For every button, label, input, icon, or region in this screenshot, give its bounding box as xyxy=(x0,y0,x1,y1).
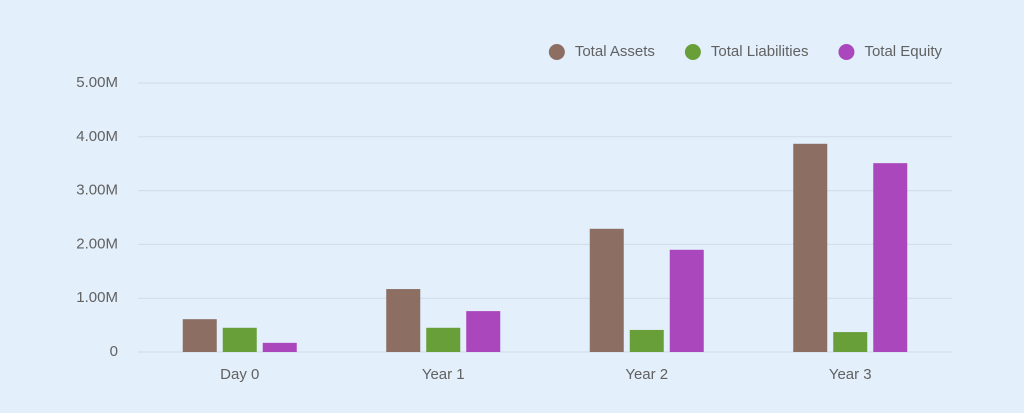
bar xyxy=(182,319,217,352)
bar xyxy=(833,332,868,352)
y-tick-label: 1.00M xyxy=(76,289,118,306)
bar xyxy=(873,163,908,352)
legend-label: Total Equity xyxy=(864,43,942,60)
bar xyxy=(629,329,664,352)
legend-marker xyxy=(838,44,855,60)
bar xyxy=(386,289,421,352)
x-tick-label: Day 0 xyxy=(220,366,259,383)
legend-label: Total Assets xyxy=(575,43,655,60)
y-tick-label: 4.00M xyxy=(76,128,118,145)
x-tick-label: Year 2 xyxy=(625,366,668,383)
bar xyxy=(262,342,297,352)
bar xyxy=(589,228,624,352)
legend-marker xyxy=(548,44,565,60)
y-tick-label: 0 xyxy=(110,343,118,360)
legend-marker xyxy=(684,44,701,60)
bar xyxy=(793,143,828,352)
x-tick-label: Year 1 xyxy=(422,366,465,383)
x-tick-label: Year 3 xyxy=(829,366,872,383)
legend-label: Total Liabilities xyxy=(711,43,809,60)
y-tick-label: 3.00M xyxy=(76,182,118,199)
y-tick-label: 2.00M xyxy=(76,235,118,252)
y-tick-label: 5.00M xyxy=(76,74,118,91)
bar xyxy=(426,327,461,352)
bar xyxy=(222,327,257,352)
bar xyxy=(669,249,704,352)
bar xyxy=(466,311,501,352)
